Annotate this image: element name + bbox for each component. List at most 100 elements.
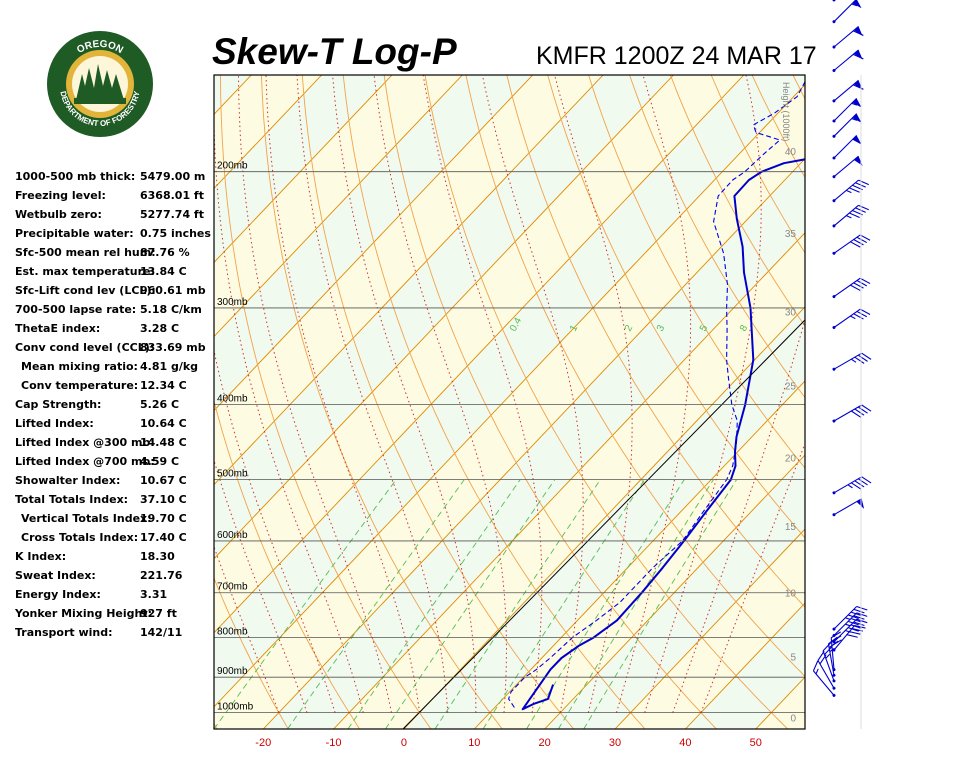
station-time-label: KMFR 1200Z 24 MAR 17 <box>536 42 817 70</box>
pressure-label: 700mb <box>217 582 248 593</box>
index-row: Conv temperature: 12.34 C <box>15 377 215 396</box>
index-label: Lifted Index @700 mb: <box>15 455 155 468</box>
index-value: 12.34 C <box>140 379 187 392</box>
index-row: Sweat Index: 221.76 <box>15 567 215 586</box>
index-value: 87.76 % <box>140 246 190 259</box>
dry-adiabat <box>957 75 960 729</box>
wind-barb <box>822 642 836 683</box>
index-value: 960.61 mb <box>140 284 206 297</box>
index-value: 17.40 C <box>140 531 187 544</box>
index-label: K Index: <box>15 550 67 563</box>
stability-indices-panel: 1000-500 mb thick: 5479.00 m Freezing leve… <box>15 168 215 643</box>
wind-barb <box>832 155 863 179</box>
x-tick-label: 30 <box>609 737 621 749</box>
isotherm-line <box>214 75 323 190</box>
wind-barb <box>832 0 862 24</box>
index-row: 1000-500 mb thick: 5479.00 m <box>15 168 215 187</box>
isotherm-line <box>614 528 805 729</box>
mixing-ratio-line <box>526 479 685 729</box>
index-label: Lifted Index: <box>15 417 94 430</box>
wind-barb <box>832 352 872 371</box>
plot-frame <box>213 74 806 730</box>
index-label: Cross Totals Index: <box>21 531 139 544</box>
dry-adiabat <box>916 75 960 729</box>
height-tick-label: 25 <box>785 382 797 393</box>
moist-adiabat <box>332 75 477 713</box>
moist-adiabat <box>214 458 308 713</box>
isotherm-line <box>333 232 805 729</box>
index-row: Freezing level: 6368.01 ft <box>15 187 215 206</box>
mixing-ratio-line <box>347 479 521 729</box>
index-row: Energy Index: 3.31 <box>15 586 215 605</box>
index-row: Est. max temperature: 13.84 C <box>15 263 215 282</box>
height-tick-label: 5 <box>790 652 796 663</box>
height-tick-label: 15 <box>785 522 797 533</box>
wind-barb <box>832 49 864 72</box>
index-label: 1000-500 mb thick: <box>15 170 136 183</box>
index-label: Mean mixing ratio: <box>21 360 138 373</box>
index-value: 5.26 C <box>140 398 180 411</box>
pressure-label: 600mb <box>217 530 248 541</box>
index-value: 4.81 g/kg <box>140 360 199 373</box>
index-label: Sfc-Lift cond lev (LCL): <box>15 284 156 297</box>
pressure-label: 500mb <box>217 469 248 480</box>
index-value: 221.76 <box>140 569 183 582</box>
wind-barb <box>832 26 864 49</box>
dry-adiabat <box>214 722 218 729</box>
mixing-ratio-label: 1 <box>568 323 581 333</box>
index-row: Vertical Totals Index: 19.70 C <box>15 510 215 529</box>
isotherm-line <box>0 75 40 729</box>
index-label: Lifted Index @300 mb: <box>15 436 155 449</box>
index-label: Transport wind: <box>15 626 113 639</box>
index-row: Transport wind: 142/11 <box>15 624 215 643</box>
logo-top-text: OREGON <box>75 39 125 56</box>
wind-barb <box>832 97 862 123</box>
x-tick-label: -10 <box>326 737 342 749</box>
wind-barb <box>832 204 869 228</box>
mixing-ratio-label: 2 <box>623 323 636 333</box>
index-row: Lifted Index: 10.64 C <box>15 415 215 434</box>
index-row: ThetaE index: 3.28 C <box>15 320 215 339</box>
index-label: Freezing level: <box>15 189 106 202</box>
wind-barb <box>832 277 871 299</box>
mixing-ratio-line <box>583 479 737 729</box>
index-label: Wetbulb zero: <box>15 208 102 221</box>
isotherm-line <box>544 454 805 729</box>
index-value: 10.64 C <box>140 417 187 430</box>
dry-adiabat <box>834 75 960 729</box>
mixing-ratio-line <box>482 479 645 729</box>
isotherm-line <box>473 380 805 729</box>
height-axis-title: Height (1000ft) <box>781 82 791 142</box>
index-value: 833.69 mb <box>140 341 206 354</box>
index-label: ThetaE index: <box>15 322 101 335</box>
pressure-label: 1000mb <box>217 702 254 713</box>
x-tick-label: 10 <box>468 737 480 749</box>
oregon-department-of-forestry-logo: OREGON DEPARTMENT OF FORESTRY <box>47 31 153 137</box>
index-row: Lifted Index @700 mb: 4.59 C <box>15 453 215 472</box>
isotherm-line <box>685 602 805 729</box>
wind-barb <box>832 498 865 517</box>
wind-barb <box>812 660 836 697</box>
moist-adiabat <box>265 75 420 713</box>
index-row: Cross Totals Index: 17.40 C <box>15 529 215 548</box>
index-value: 19.70 C <box>140 512 187 525</box>
index-value: 14.48 C <box>140 436 187 449</box>
height-tick-label: 10 <box>785 589 797 600</box>
index-value: 18.30 <box>140 550 175 563</box>
logo-ground <box>74 98 126 104</box>
index-value: 13.84 C <box>140 265 187 278</box>
isotherm-line <box>214 75 745 634</box>
height-tick-label: 30 <box>785 307 797 318</box>
index-row: Showalter Index: 10.67 C <box>15 472 215 491</box>
index-value: 927 ft <box>140 607 177 620</box>
x-tick-label: 50 <box>750 737 762 749</box>
mixing-ratio-line <box>434 479 601 729</box>
moist-adiabat <box>700 441 805 713</box>
pressure-label: 800mb <box>217 627 248 638</box>
index-value: 0.75 inches <box>140 227 211 240</box>
dewpoint-trace <box>508 80 805 708</box>
index-row: Lifted Index @300 mb: 14.48 C <box>15 434 215 453</box>
index-label: 700-500 lapse rate: <box>15 303 137 316</box>
wind-barb <box>832 476 872 495</box>
dry-adiabat <box>792 75 805 100</box>
